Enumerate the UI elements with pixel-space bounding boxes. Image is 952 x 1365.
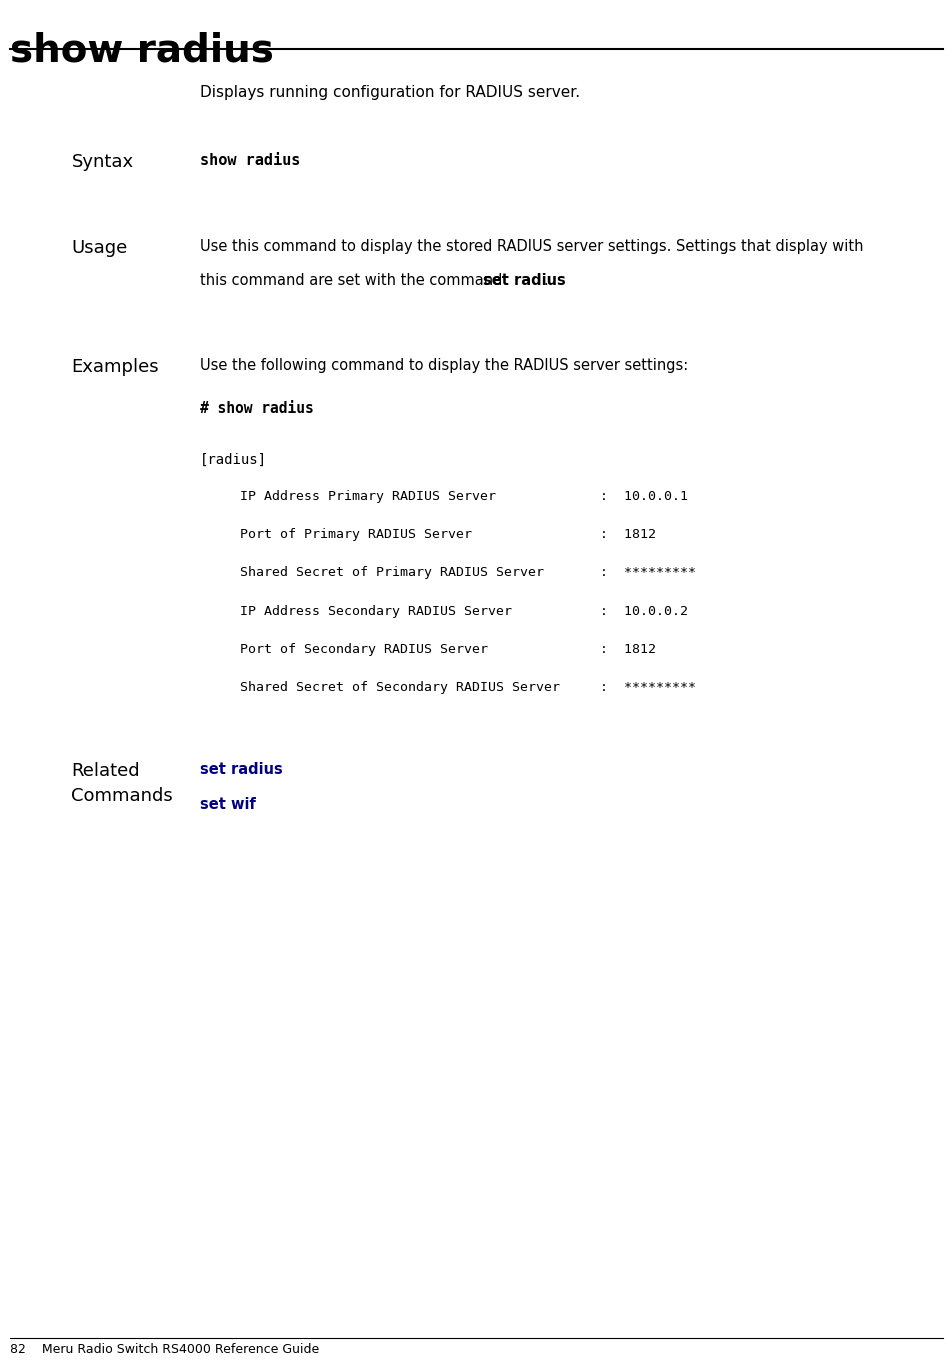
Text: Port of Secondary RADIUS Server              :  1812: Port of Secondary RADIUS Server : 1812 [200, 643, 655, 657]
Text: set wif: set wif [200, 797, 256, 812]
Text: 82    Meru Radio Switch RS4000 Reference Guide: 82 Meru Radio Switch RS4000 Reference Gu… [10, 1343, 319, 1357]
Text: show radius: show radius [10, 31, 273, 70]
Text: Use this command to display the stored RADIUS server settings. Settings that dis: Use this command to display the stored R… [200, 239, 863, 254]
Text: Port of Primary RADIUS Server                :  1812: Port of Primary RADIUS Server : 1812 [200, 528, 655, 542]
Text: Related
Commands: Related Commands [71, 762, 173, 805]
Text: [radius]: [radius] [200, 453, 267, 467]
Text: this command are set with the command: this command are set with the command [200, 273, 506, 288]
Text: show radius: show radius [200, 153, 300, 168]
Text: set radius: set radius [200, 762, 283, 777]
Text: IP Address Primary RADIUS Server             :  10.0.0.1: IP Address Primary RADIUS Server : 10.0.… [200, 490, 687, 504]
Text: Displays running configuration for RADIUS server.: Displays running configuration for RADIU… [200, 85, 580, 100]
Text: Shared Secret of Primary RADIUS Server       :  *********: Shared Secret of Primary RADIUS Server :… [200, 566, 695, 580]
Text: Usage: Usage [71, 239, 128, 257]
Text: .: . [543, 273, 547, 288]
Text: IP Address Secondary RADIUS Server           :  10.0.0.2: IP Address Secondary RADIUS Server : 10.… [200, 605, 687, 618]
Text: Examples: Examples [71, 358, 159, 375]
Text: Syntax: Syntax [71, 153, 133, 171]
Text: Use the following command to display the RADIUS server settings:: Use the following command to display the… [200, 358, 687, 373]
Text: # show radius: # show radius [200, 401, 313, 416]
Text: set radius: set radius [483, 273, 565, 288]
Text: Shared Secret of Secondary RADIUS Server     :  *********: Shared Secret of Secondary RADIUS Server… [200, 681, 695, 695]
